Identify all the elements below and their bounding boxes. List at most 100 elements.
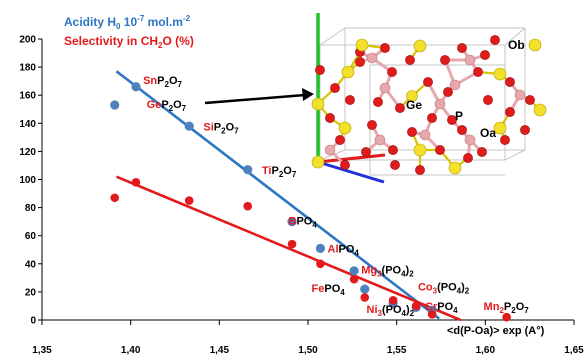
selectivity-point — [502, 312, 511, 322]
oxygen-atom — [520, 125, 530, 135]
oxygen-atom — [407, 127, 417, 137]
selectivity-point — [287, 239, 297, 249]
x-tick-label: 1,50 — [298, 345, 318, 356]
compound-label: Mg3(PO4)2 — [361, 265, 414, 279]
acidity-point — [243, 165, 253, 175]
y-tick-label: 140 — [19, 119, 36, 130]
oxygen-atom — [500, 135, 510, 145]
unit-cell-edge — [504, 27, 526, 46]
selectivity-point — [349, 274, 359, 284]
phosphorus-atom — [434, 98, 446, 110]
atom-label: Ge — [406, 98, 422, 112]
oxygen-atom — [380, 43, 390, 53]
y-tick-label: 60 — [25, 231, 37, 242]
phosphorus-atom — [374, 134, 386, 146]
metal-atom — [311, 97, 325, 111]
acidity-point — [349, 266, 359, 276]
oxygen-atom — [361, 147, 371, 157]
metal-atom — [338, 121, 352, 135]
trendline — [115, 70, 441, 320]
compound-label: Co3(PO4)2 — [418, 281, 470, 295]
metal-atom — [448, 161, 462, 175]
oxygen-atom — [505, 107, 515, 117]
data-points — [110, 82, 511, 322]
metal-atom — [406, 90, 418, 102]
compound-label: Ni3(PO4)2 — [367, 304, 415, 318]
phosphorus-atom — [419, 129, 431, 141]
y-tick-label: 160 — [19, 91, 36, 102]
acidity-point — [131, 82, 141, 92]
phosphorus-atom — [366, 52, 378, 64]
acidity-point — [110, 100, 120, 110]
metal-atom — [355, 38, 369, 52]
unit-cell-edge — [319, 27, 346, 46]
atom-label: Oa — [480, 126, 496, 140]
y-tick-label: 0 — [30, 316, 36, 327]
y-tick-label: 40 — [25, 259, 37, 270]
phosphorus-atom — [324, 144, 336, 156]
cell-axis-b — [317, 160, 385, 184]
selectivity-point — [411, 301, 421, 311]
x-tick-label: 1,55 — [387, 345, 407, 356]
legend: Acidity H0 10-7 mol.m-2 Selectivity in C… — [64, 14, 194, 50]
oxygen-atom — [315, 65, 325, 75]
atom-label: P — [455, 109, 463, 123]
metal-atom — [311, 155, 325, 169]
phosphorus-atom — [464, 134, 476, 146]
oxygen-atom — [340, 160, 350, 170]
axes: 1,35 1,40 1,45 1,50 1,55 1,60 1,65 0 20 40 60 80 100… — [19, 35, 584, 357]
selectivity-point — [243, 201, 253, 211]
selectivity-point — [427, 310, 437, 319]
metal-atom — [533, 103, 547, 117]
legend-selectivity: Selectivity in CH2O (%) — [64, 34, 194, 50]
pointer-arrowhead — [302, 88, 314, 101]
oxygen-atom — [443, 87, 453, 97]
acidity-point — [287, 217, 297, 227]
x-tick-label: 1,65 — [564, 345, 584, 356]
metal-atom — [528, 38, 542, 52]
oxygen-atom — [525, 95, 535, 105]
y-tick-label: 80 — [25, 203, 37, 214]
oxygen-atom — [388, 145, 398, 155]
compound-label: CrPO4 — [425, 301, 458, 315]
selectivity-point — [131, 178, 141, 187]
compound-label: Mn2P2O7 — [484, 301, 530, 315]
oxygen-atom — [427, 113, 437, 123]
oxygen-atom — [355, 57, 365, 67]
x-axis-label: <d(P-Oa)> exp (A°) — [447, 325, 545, 337]
metal-atom — [341, 65, 355, 79]
x-tick-label: 1,40 — [121, 345, 141, 356]
y-tick-label: 20 — [25, 287, 37, 298]
oxygen-atom — [387, 67, 397, 77]
oxygen-atom — [325, 113, 335, 123]
trendline — [115, 175, 462, 322]
acidity-point — [360, 284, 370, 294]
y-tick-label: 120 — [19, 147, 36, 158]
oxygen-atom — [415, 165, 425, 175]
legend-acidity: Acidity H0 10-7 mol.m-2 — [64, 14, 191, 31]
selectivity-point — [184, 196, 194, 205]
oxygen-atom — [335, 135, 345, 145]
metal-atom — [493, 67, 507, 81]
phosphorus-atom — [464, 54, 476, 66]
oxygen-atom — [367, 120, 377, 130]
oxygen-atom — [395, 103, 405, 113]
atom-label: Ob — [508, 38, 525, 52]
point-labels: SnP2O7 GeP2O7 SiP2O7 TiP2O7 BPO4 AlPO4Mg3(PO4… — [143, 75, 529, 318]
cell-axis-c — [317, 153, 386, 164]
oxygen-atom — [330, 83, 340, 93]
oxygen-atom — [490, 35, 500, 45]
oxygen-atom — [457, 43, 467, 53]
oxygen-atom — [480, 50, 490, 60]
oxygen-atom — [447, 115, 457, 125]
unit-cell-edge — [504, 149, 526, 161]
selectivity-point — [110, 193, 120, 203]
oxygen-atom — [463, 153, 473, 163]
compound-label: FePO4 — [312, 283, 346, 297]
selectivity-point — [360, 293, 370, 302]
oxygen-atom — [440, 55, 450, 65]
compound-label: SnP2O7 — [143, 75, 182, 89]
phosphorus-atom — [514, 89, 526, 101]
selectivity-point — [316, 259, 325, 269]
oxygen-atom — [345, 95, 355, 105]
